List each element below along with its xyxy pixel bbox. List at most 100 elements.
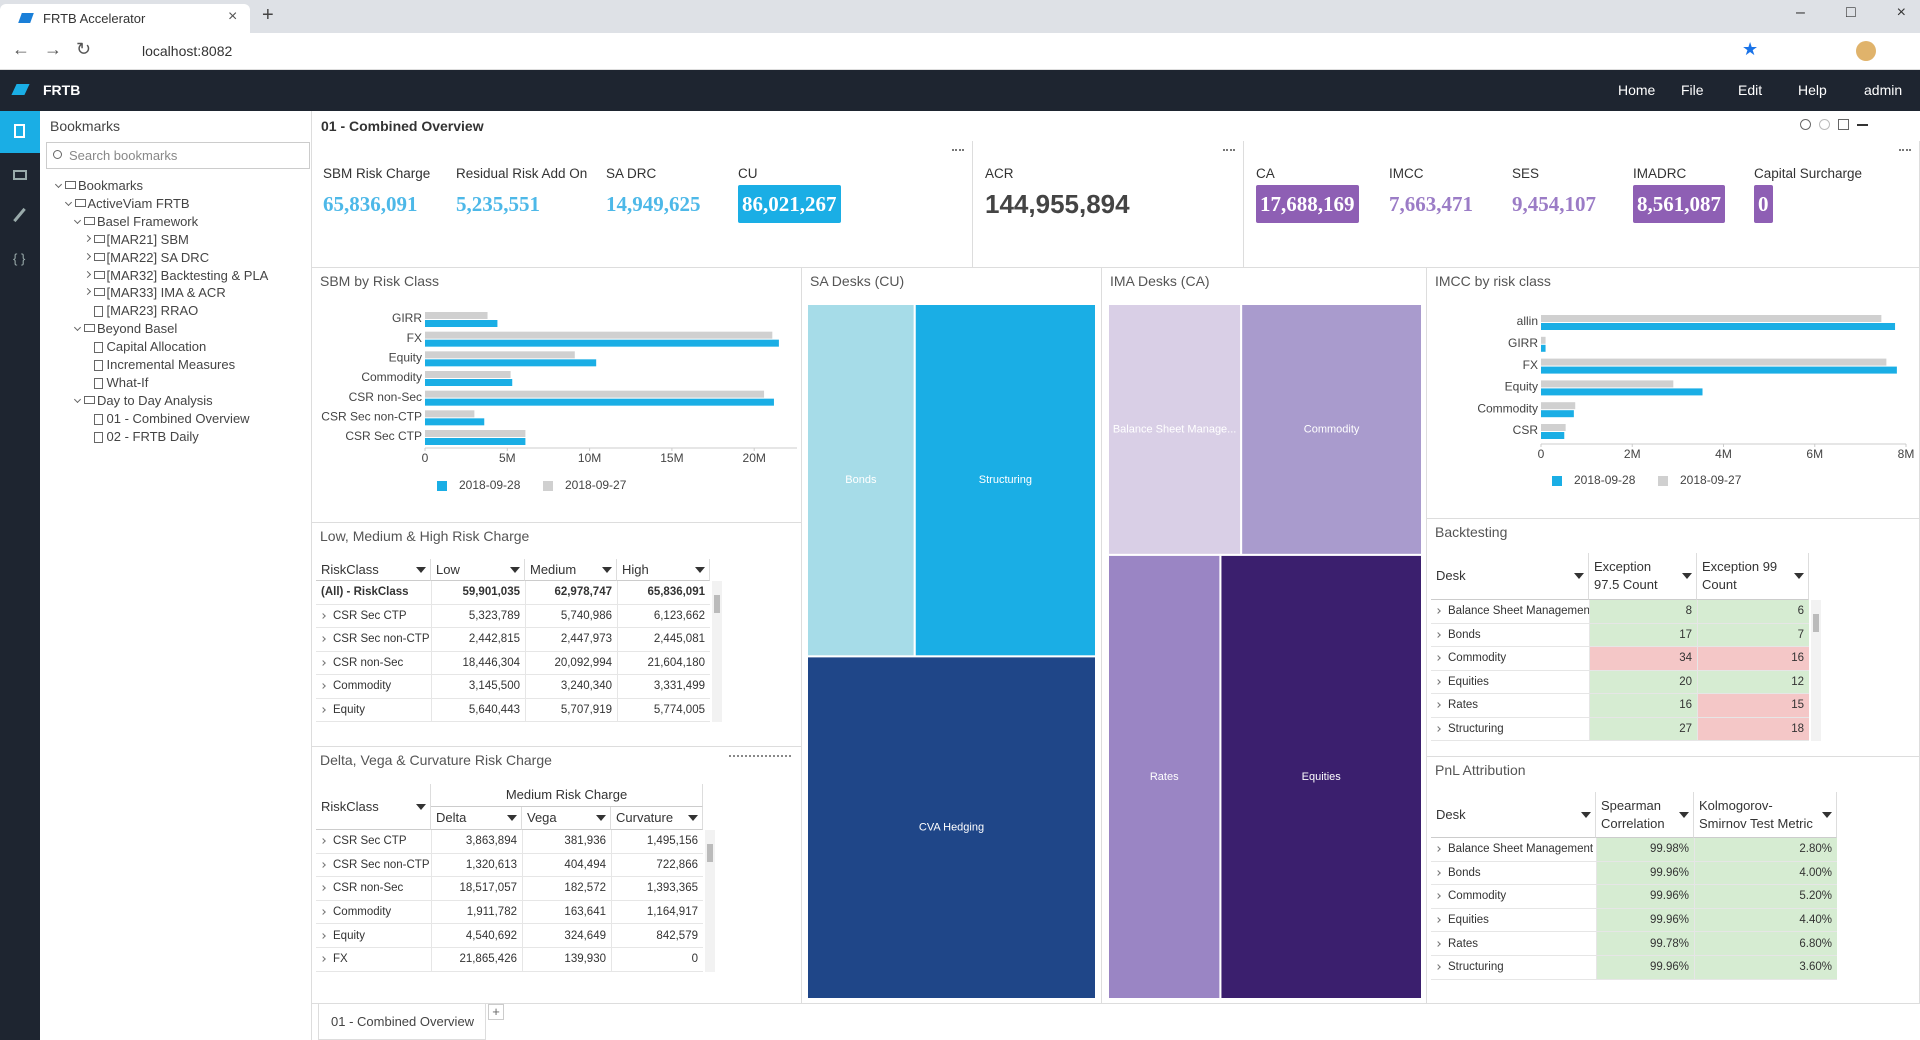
- bookmark-item[interactable]: [MAR23] RRAO: [40, 302, 310, 320]
- add[interactable]: [1857, 124, 1868, 135]
- sort-arrow[interactable]: [1682, 573, 1692, 579]
- sort-arrow[interactable]: [602, 566, 612, 573]
- bookmark-item[interactable]: Capital Allocation: [40, 338, 310, 356]
- menu-item[interactable]: Help: [1798, 82, 1827, 98]
- row-header[interactable]: Commodity: [316, 675, 431, 699]
- row-header[interactable]: CSR Sec non-CTP: [316, 854, 431, 878]
- column-header[interactable]: Curvature: [611, 807, 703, 830]
- undo[interactable]: [1800, 119, 1811, 130]
- row-header[interactable]: CSR Sec CTP: [316, 830, 431, 854]
- maximize[interactable]: □: [1845, 4, 1856, 21]
- menu-dots[interactable]: [952, 149, 964, 153]
- row-header[interactable]: Equities: [1431, 909, 1596, 933]
- redo[interactable]: [1819, 119, 1830, 130]
- row-header[interactable]: Structuring: [1431, 718, 1589, 741]
- menu-item[interactable]: admin: [1864, 82, 1903, 98]
- bookmark-item[interactable]: Day to Day Analysis: [40, 392, 310, 410]
- sort-arrow[interactable]: [1574, 573, 1584, 579]
- sort-arrow[interactable]: [416, 566, 426, 573]
- close[interactable]: ×: [1896, 4, 1906, 21]
- row-header[interactable]: Structuring: [1431, 956, 1596, 980]
- row-header[interactable]: Equity: [316, 924, 431, 948]
- row-header[interactable]: Equity: [316, 699, 431, 722]
- menu-item[interactable]: Home: [1618, 82, 1656, 98]
- column-header[interactable]: RiskClass: [316, 559, 431, 581]
- rail-bookmarks[interactable]: [0, 111, 40, 153]
- bookmark-item[interactable]: Bookmarks: [40, 177, 310, 195]
- row-header[interactable]: Equities: [1431, 671, 1589, 694]
- column-header[interactable]: RiskClass: [316, 784, 431, 830]
- bookmark-item[interactable]: Incremental Measures: [40, 356, 310, 374]
- minimize[interactable]: –: [1796, 4, 1805, 21]
- bookmark-item[interactable]: What-If: [40, 374, 310, 392]
- row-header[interactable]: Bonds: [1431, 862, 1596, 886]
- brand[interactable]: FRTB: [43, 82, 81, 98]
- row-header[interactable]: Rates: [1431, 694, 1589, 718]
- column-header[interactable]: Desk: [1431, 792, 1596, 838]
- row-header[interactable]: Commodity: [1431, 647, 1589, 671]
- profile-avatar[interactable]: [1856, 41, 1876, 61]
- row-header[interactable]: Balance Sheet Management: [1431, 600, 1589, 624]
- nav-buttons[interactable]: ←→↻: [12, 39, 106, 59]
- bookmark-item[interactable]: [MAR21] SBM: [40, 231, 310, 249]
- scrollbar-thumb[interactable]: [1813, 614, 1819, 632]
- menu-dots[interactable]: [1899, 149, 1911, 153]
- browser-tab[interactable]: FRTB Accelerator ×: [0, 4, 250, 33]
- column-header[interactable]: Medium: [525, 559, 617, 581]
- menu-item[interactable]: Edit: [1738, 82, 1763, 98]
- rail-widgets[interactable]: [13, 170, 27, 180]
- column-header[interactable]: Kolmogorov-Smirnov Test Metric: [1694, 792, 1837, 838]
- row-header[interactable]: FX: [316, 948, 431, 972]
- new-tab[interactable]: +: [262, 4, 274, 26]
- column-header[interactable]: Exception 97.5 Count: [1589, 553, 1697, 600]
- row-header[interactable]: CSR Sec non-CTP: [316, 628, 431, 652]
- add-page[interactable]: +: [488, 1004, 504, 1020]
- bookmark-item[interactable]: Basel Framework: [40, 213, 310, 231]
- row-header[interactable]: Bonds: [1431, 624, 1589, 647]
- sort-arrow[interactable]: [507, 815, 517, 821]
- sort-arrow[interactable]: [1794, 573, 1804, 579]
- home[interactable]: [1838, 119, 1849, 130]
- star-icon[interactable]: ★: [1742, 39, 1759, 59]
- bookmark-item[interactable]: 01 - Combined Overview: [40, 410, 310, 428]
- sort-arrow[interactable]: [1822, 811, 1832, 818]
- sort-arrow[interactable]: [1581, 811, 1591, 818]
- rail-code[interactable]: { }: [13, 251, 26, 266]
- sort-arrow[interactable]: [596, 815, 606, 821]
- page-tab[interactable]: 01 - Combined Overview: [318, 1004, 486, 1040]
- bookmark-item[interactable]: ActiveViam FRTB: [40, 195, 310, 213]
- sort-arrow[interactable]: [1679, 811, 1689, 818]
- bookmark-item[interactable]: [MAR22] SA DRC: [40, 249, 310, 267]
- column-header[interactable]: Desk: [1431, 553, 1589, 600]
- bookmark-item[interactable]: 02 - FRTB Daily: [40, 428, 310, 446]
- menu-dots[interactable]: [1223, 149, 1235, 153]
- column-header[interactable]: Vega: [522, 807, 611, 830]
- bookmark-item[interactable]: [MAR32] Backtesting & PLA: [40, 267, 310, 285]
- column-header[interactable]: High: [617, 559, 710, 581]
- sort-arrow[interactable]: [688, 815, 698, 821]
- row-header[interactable]: Rates: [1431, 932, 1596, 956]
- column-header[interactable]: Spearman Correlation: [1596, 792, 1694, 838]
- column-header[interactable]: Low: [431, 559, 525, 581]
- sort-arrow[interactable]: [510, 566, 520, 573]
- menu-item[interactable]: File: [1681, 82, 1704, 98]
- search-box[interactable]: Search bookmarks: [46, 142, 310, 169]
- row-header[interactable]: Balance Sheet Management: [1431, 838, 1596, 862]
- row-header[interactable]: (All) - RiskClass: [316, 581, 431, 605]
- scrollbar-thumb[interactable]: [707, 844, 713, 862]
- rail-edit[interactable]: [13, 207, 26, 223]
- column-header[interactable]: Delta: [431, 807, 522, 830]
- sort-arrow[interactable]: [416, 803, 426, 810]
- url[interactable]: localhost:8082: [142, 43, 233, 59]
- row-header[interactable]: Commodity: [316, 901, 431, 925]
- row-header[interactable]: Commodity: [1431, 885, 1596, 909]
- bookmark-item[interactable]: [MAR33] IMA & ACR: [40, 284, 310, 302]
- row-header[interactable]: CSR Sec CTP: [316, 605, 431, 628]
- scrollbar-thumb[interactable]: [714, 595, 720, 613]
- column-header[interactable]: Exception 99 Count: [1697, 553, 1809, 600]
- sort-arrow[interactable]: [695, 566, 705, 573]
- bookmark-item[interactable]: Beyond Basel: [40, 320, 310, 338]
- row-header[interactable]: CSR non-Sec: [316, 877, 431, 901]
- row-header[interactable]: CSR non-Sec: [316, 652, 431, 675]
- tab-close[interactable]: ×: [228, 8, 238, 25]
